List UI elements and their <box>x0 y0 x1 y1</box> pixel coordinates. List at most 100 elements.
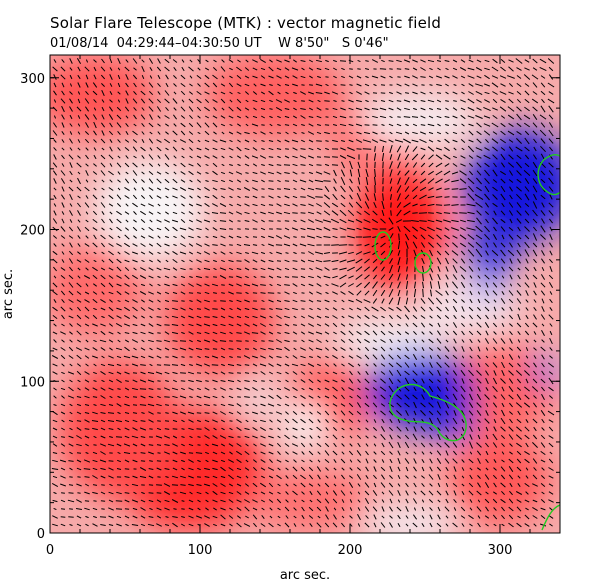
field-vector <box>309 522 313 528</box>
field-vector <box>260 395 266 399</box>
field-vector <box>300 474 306 480</box>
field-vector <box>109 395 113 399</box>
field-vector <box>397 523 401 527</box>
field-vector <box>60 499 66 503</box>
field-vector <box>213 523 217 527</box>
field-vector <box>388 139 394 143</box>
field-vector <box>244 364 250 366</box>
field-vector <box>236 243 242 247</box>
field-vector <box>109 347 113 351</box>
field-vector <box>133 219 137 223</box>
field-vector <box>244 139 250 143</box>
field-vector <box>341 483 345 487</box>
field-vector <box>148 275 154 279</box>
field-vector <box>260 419 266 423</box>
field-vector <box>524 146 530 152</box>
field-vector <box>260 83 266 87</box>
field-vector <box>132 475 138 479</box>
field-vector <box>268 451 274 455</box>
field-vector <box>108 507 114 511</box>
field-vector <box>164 90 170 96</box>
field-vector <box>381 132 385 134</box>
field-vector <box>204 363 210 367</box>
field-vector <box>117 427 121 431</box>
field-vector <box>229 139 233 143</box>
field-vector <box>492 377 498 385</box>
field-vector <box>459 188 467 190</box>
field-vector <box>236 411 242 415</box>
field-vector <box>277 403 281 407</box>
field-vector <box>117 179 121 183</box>
field-vector <box>197 195 201 199</box>
field-vector <box>212 339 218 343</box>
field-vector <box>485 267 489 271</box>
field-vector <box>115 322 123 328</box>
field-vector <box>189 114 193 120</box>
field-vector <box>388 377 394 385</box>
field-vector <box>197 387 201 391</box>
field-vector <box>437 123 441 127</box>
field-vector <box>195 275 203 279</box>
field-vector <box>388 331 394 335</box>
field-vector <box>59 459 67 463</box>
field-vector <box>93 147 97 151</box>
field-vector <box>429 306 433 312</box>
field-vector <box>467 211 475 215</box>
field-vector <box>212 467 218 471</box>
field-vector <box>125 59 129 63</box>
field-vector <box>533 370 537 376</box>
field-vector <box>484 74 490 80</box>
field-vector <box>382 193 384 201</box>
field-vector <box>125 155 129 159</box>
field-vector <box>211 364 219 366</box>
field-vector <box>260 259 266 263</box>
field-vector <box>269 428 273 430</box>
field-vector <box>388 273 394 281</box>
field-vector <box>380 250 386 256</box>
field-vector <box>317 483 321 487</box>
field-vector <box>388 60 394 62</box>
field-vector <box>315 83 323 87</box>
field-vector <box>268 475 274 479</box>
field-vector <box>220 466 226 472</box>
field-vector <box>107 363 115 367</box>
field-vector <box>133 235 137 239</box>
field-vector <box>476 130 482 136</box>
field-vector <box>228 211 234 215</box>
field-vector <box>348 419 354 423</box>
field-vector <box>348 387 354 391</box>
field-vector <box>308 418 314 424</box>
field-vector <box>188 483 194 487</box>
field-vector <box>357 483 361 487</box>
field-vector <box>69 193 73 201</box>
field-vector <box>172 258 178 264</box>
field-vector <box>68 186 74 192</box>
field-vector <box>549 355 553 359</box>
field-vector <box>349 307 353 311</box>
field-vector <box>388 490 394 496</box>
field-vector <box>260 435 266 439</box>
field-vector <box>141 122 145 128</box>
field-vector <box>524 482 530 488</box>
field-vector <box>157 74 161 80</box>
field-vector <box>404 314 410 320</box>
field-vector <box>108 170 114 176</box>
field-vector <box>197 115 201 119</box>
field-vector <box>405 281 409 289</box>
field-vector <box>325 475 329 479</box>
field-vector <box>347 235 355 239</box>
field-vector <box>373 482 377 488</box>
field-vector <box>141 59 145 63</box>
field-vector <box>459 170 467 176</box>
field-vector <box>523 74 531 80</box>
field-vector <box>269 459 273 463</box>
field-vector <box>459 67 467 71</box>
field-vector <box>77 275 81 279</box>
field-vector <box>381 323 385 327</box>
field-vector <box>196 90 202 96</box>
field-vector <box>500 298 506 304</box>
field-vector <box>452 330 458 336</box>
field-vector <box>421 499 425 503</box>
field-vector <box>388 410 394 416</box>
